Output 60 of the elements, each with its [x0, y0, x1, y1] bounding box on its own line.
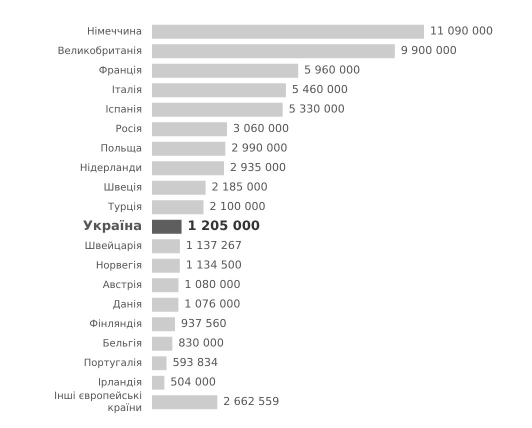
- data-label: 1 076 000: [184, 298, 240, 311]
- y-tick-label: Данія: [112, 299, 142, 310]
- bar: [152, 64, 298, 78]
- bar: [152, 317, 175, 332]
- y-tick-label: Нідерланди: [80, 162, 142, 174]
- data-label: 2 662 559: [223, 395, 280, 408]
- bar: [152, 122, 228, 136]
- data-label: 5 460 000: [292, 83, 348, 96]
- y-tick-label: Італія: [112, 84, 142, 96]
- bar: [152, 142, 226, 156]
- y-tick-label: Іспанія: [106, 104, 142, 116]
- data-label: 2 100 000: [210, 200, 266, 214]
- y-tick-label: Росія: [116, 124, 142, 135]
- bar: [152, 336, 172, 351]
- y-tick-label: Турція: [107, 202, 142, 213]
- data-label: 5 330 000: [288, 102, 345, 116]
- bar: [152, 356, 167, 370]
- bar: [152, 24, 424, 39]
- data-label: 5 960 000: [304, 64, 360, 77]
- bar: [152, 298, 178, 312]
- bar: [152, 44, 395, 58]
- y-tick-label: Фінляндія: [89, 318, 142, 330]
- data-label: 2 990 000: [231, 142, 288, 155]
- data-label: 9 900 000: [400, 44, 457, 58]
- bar: [152, 278, 178, 292]
- bar: [152, 258, 180, 273]
- data-label: 593 834: [172, 356, 218, 370]
- data-label: 1 205 000: [188, 219, 260, 234]
- y-tick-label: Франція: [98, 65, 142, 76]
- y-tick-label: Швейцарія: [84, 240, 142, 252]
- y-tick-label: Інші європейські країни: [54, 390, 142, 414]
- y-tick-label: Португалія: [84, 358, 142, 369]
- bar: [152, 376, 164, 390]
- bar: [152, 220, 182, 234]
- data-label: 1 080 000: [184, 278, 240, 292]
- data-label: 830 000: [178, 336, 224, 350]
- data-label: 2 935 000: [230, 161, 286, 174]
- y-tick-label: Норвегія: [96, 260, 142, 272]
- data-label: 504 000: [170, 376, 216, 389]
- data-label: 1 134 500: [186, 258, 242, 272]
- y-tick-label: Швеція: [104, 182, 142, 194]
- bar: [152, 395, 218, 410]
- y-tick-label: Ірландія: [98, 377, 142, 388]
- bar: [152, 180, 206, 195]
- bar: [152, 200, 204, 214]
- bar: [152, 102, 283, 117]
- y-tick-label: Німеччина: [87, 26, 142, 38]
- y-tick-label: Україна: [82, 219, 142, 234]
- y-tick-label: Бельгія: [102, 338, 142, 350]
- bar: [152, 161, 224, 176]
- bar: [152, 239, 180, 254]
- data-label: 1 137 267: [186, 239, 242, 252]
- data-label: 937 560: [180, 317, 226, 330]
- y-tick-label: Австрія: [102, 280, 142, 291]
- y-tick-label: Польща: [100, 143, 142, 154]
- bar: [152, 83, 286, 98]
- data-label: 3 060 000: [233, 122, 290, 136]
- data-label: 11 090 000: [430, 24, 493, 38]
- y-tick-label: Великобританія: [58, 46, 142, 57]
- data-label: 2 185 000: [212, 180, 268, 194]
